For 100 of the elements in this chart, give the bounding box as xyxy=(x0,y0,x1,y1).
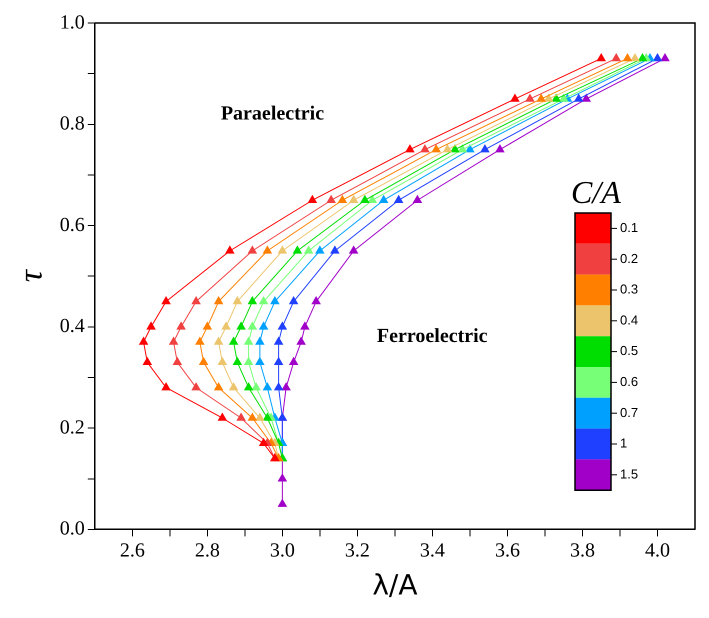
x-tick-label: 2.8 xyxy=(194,540,220,562)
point xyxy=(214,337,223,345)
point xyxy=(162,382,170,390)
point xyxy=(278,474,287,482)
point xyxy=(292,246,302,254)
point xyxy=(244,382,253,390)
legend-label: 0.5 xyxy=(620,343,638,358)
point xyxy=(259,322,268,330)
y-tick-label: 0.0 xyxy=(60,518,85,540)
point xyxy=(510,94,520,102)
point xyxy=(146,322,156,330)
point xyxy=(262,412,272,421)
point xyxy=(214,296,223,304)
point xyxy=(480,144,490,152)
annotation: Ferroelectric xyxy=(376,325,488,348)
x-tick-label: 2.6 xyxy=(120,540,145,562)
point xyxy=(278,322,287,330)
point xyxy=(192,296,200,304)
legend-label: 0.4 xyxy=(620,312,638,328)
point xyxy=(596,53,606,62)
point xyxy=(450,144,460,152)
point xyxy=(660,53,670,62)
point xyxy=(244,337,253,345)
point xyxy=(236,412,246,421)
point xyxy=(252,382,260,390)
point xyxy=(496,144,504,152)
point xyxy=(536,94,546,102)
point xyxy=(326,195,336,203)
y-axis-title: τ xyxy=(12,268,50,282)
point xyxy=(244,357,253,366)
point xyxy=(368,195,377,203)
point xyxy=(255,357,264,366)
point xyxy=(612,53,621,62)
point xyxy=(406,144,414,152)
point xyxy=(259,296,268,304)
point xyxy=(259,438,268,446)
legend-label: 1.5 xyxy=(620,466,638,482)
point xyxy=(282,382,291,390)
point xyxy=(349,195,358,203)
legend-label: 0.6 xyxy=(620,374,638,389)
x-tick-label: 4.0 xyxy=(644,540,670,562)
y-tick-label: 0.6 xyxy=(60,214,85,236)
point xyxy=(262,246,272,254)
point xyxy=(270,296,280,304)
point xyxy=(248,296,257,304)
x-axis-title: λ/A xyxy=(372,568,418,602)
point xyxy=(304,246,314,254)
point xyxy=(229,382,238,390)
y-tick-label: 1.0 xyxy=(60,11,85,34)
point xyxy=(630,53,640,62)
point xyxy=(214,382,223,390)
legend-label: 0.2 xyxy=(620,250,638,266)
point xyxy=(255,412,264,421)
point xyxy=(262,382,272,390)
point xyxy=(394,195,404,203)
y-tick-label: 0.4 xyxy=(60,315,85,338)
point xyxy=(176,322,186,330)
point xyxy=(300,322,310,330)
point xyxy=(312,296,321,304)
point xyxy=(432,144,441,152)
point xyxy=(232,296,242,304)
point xyxy=(248,246,257,254)
legend-label: 1 xyxy=(620,436,628,451)
point xyxy=(526,94,534,102)
point xyxy=(202,322,212,330)
y-tick-label: 0.8 xyxy=(60,112,85,135)
point xyxy=(278,246,287,254)
point xyxy=(338,195,347,203)
point xyxy=(360,195,370,203)
point xyxy=(255,337,264,345)
point xyxy=(289,357,298,366)
point xyxy=(653,53,662,62)
point xyxy=(142,357,152,366)
point xyxy=(248,322,257,330)
x-tick-label: 3.6 xyxy=(494,540,520,562)
point xyxy=(623,53,632,62)
point xyxy=(315,246,324,254)
point xyxy=(195,337,204,345)
point xyxy=(192,382,200,390)
point xyxy=(308,195,317,203)
point xyxy=(162,296,170,304)
point xyxy=(379,195,388,203)
point xyxy=(413,195,422,203)
point xyxy=(229,337,238,345)
point xyxy=(638,53,647,62)
point xyxy=(274,357,284,366)
point xyxy=(278,499,287,507)
y-tick-label: 0.2 xyxy=(60,416,85,438)
point xyxy=(289,296,298,304)
legend-label: 0.1 xyxy=(620,220,638,235)
point xyxy=(199,357,208,366)
x-tick-label: 3.4 xyxy=(420,540,445,562)
point xyxy=(466,144,474,152)
point xyxy=(172,357,182,366)
point xyxy=(225,246,234,254)
legend-label: 0.7 xyxy=(620,404,638,420)
point xyxy=(274,337,284,345)
point xyxy=(139,337,148,345)
annotation: Paraelectric xyxy=(220,102,324,124)
legend-title: C/A xyxy=(571,174,622,210)
